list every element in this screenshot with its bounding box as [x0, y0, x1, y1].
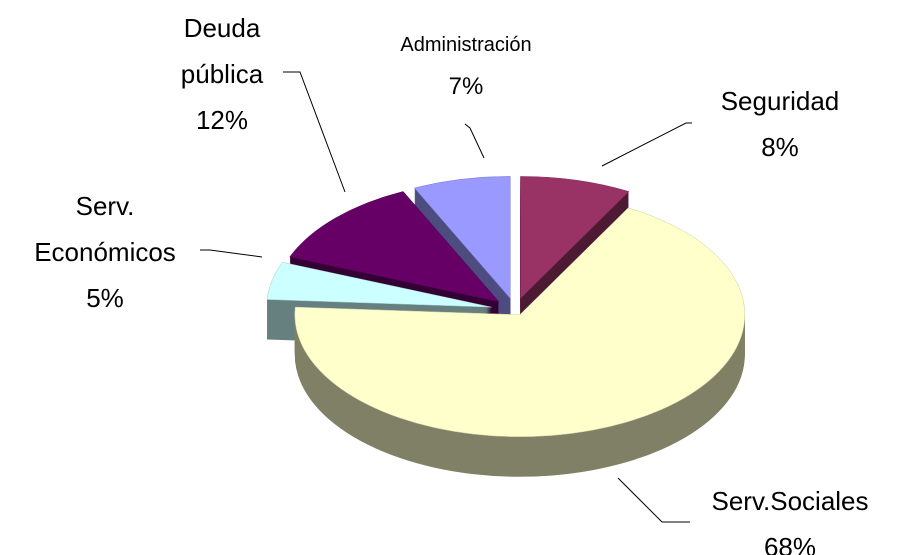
slice-group	[294, 207, 746, 477]
leader-line	[200, 249, 263, 258]
slice	[289, 191, 500, 303]
leader-line	[617, 477, 690, 523]
category-name: Seguridad	[720, 86, 840, 116]
slice-label: Serv. Económicos 5%	[20, 183, 190, 321]
percent-label: 68%	[763, 532, 817, 555]
percent-label: 7%	[448, 73, 484, 100]
category-name: Deuda pública	[180, 13, 264, 89]
category-name: Serv.Sociales	[711, 486, 869, 516]
category-name: Serv. Económicos	[34, 191, 176, 267]
leader-lines	[200, 71, 692, 523]
leader-line	[464, 123, 485, 159]
slice-label: Serv.Sociales 68%	[660, 478, 903, 555]
slices	[266, 176, 746, 477]
category-name: Administración	[400, 34, 532, 56]
slice	[413, 176, 511, 300]
percent-label: 8%	[761, 132, 799, 162]
slice-label: Deuda pública 12%	[157, 5, 287, 143]
percent-label: 5%	[86, 283, 124, 313]
leader-line	[601, 122, 692, 167]
slice-label: Seguridad 8%	[680, 78, 880, 170]
slice-label: Administración 7%	[356, 24, 576, 108]
slice	[266, 261, 492, 308]
slice	[294, 207, 746, 437]
leader-line	[283, 71, 346, 193]
slice	[520, 176, 630, 300]
percent-label: 12%	[195, 105, 249, 135]
